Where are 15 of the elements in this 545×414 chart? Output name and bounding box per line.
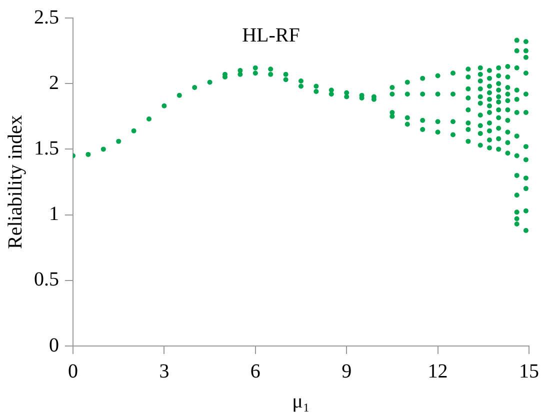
x-tick-label: 9: [342, 360, 352, 382]
y-tick-label: 1: [49, 203, 59, 226]
y-tick-label: 0.5: [34, 268, 59, 291]
x-tick-label: 6: [250, 360, 260, 382]
x-tick-label: 12: [428, 360, 448, 382]
chart-title: HL-RF: [242, 24, 300, 46]
y-tick-label: 2.5: [34, 6, 59, 28]
y-axis-title: Reliability index: [4, 115, 26, 249]
y-tick-label: 2: [49, 72, 59, 94]
x-tick-label: 3: [159, 360, 170, 382]
y-tick-label: 0: [49, 334, 59, 356]
x-tick-label: 0: [68, 360, 78, 382]
x-tick-label: 15: [519, 360, 539, 382]
y-tick-label: 1.5: [34, 137, 59, 160]
x-axis-title: μ₁: [292, 390, 310, 412]
